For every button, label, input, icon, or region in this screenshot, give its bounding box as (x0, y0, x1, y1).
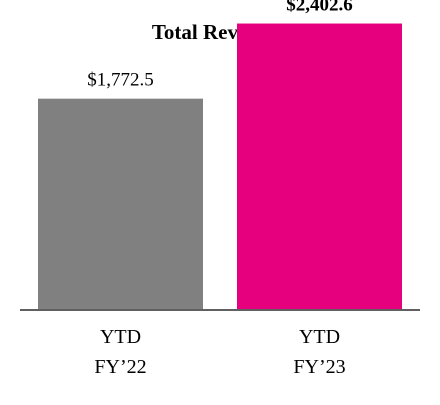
x-tick-label-1-line-1: YTD (100, 326, 141, 348)
x-tick-label-2-line-2: FY’23 (293, 356, 345, 378)
bar-1 (38, 98, 203, 311)
value-label-1: $1,772.5 (87, 70, 154, 91)
x-tick-label-1-line-2: FY’22 (94, 356, 146, 378)
bar-2 (237, 23, 402, 310)
value-label-2: $2,402.6 (286, 0, 353, 16)
x-tick-labels-group: YTD FY’22 YTD FY’23 (94, 326, 345, 378)
value-labels-group: $1,772.5 $2,402.6 (87, 0, 353, 91)
x-tick-label-2-line-1: YTD (299, 326, 340, 348)
bars-group (38, 23, 402, 311)
